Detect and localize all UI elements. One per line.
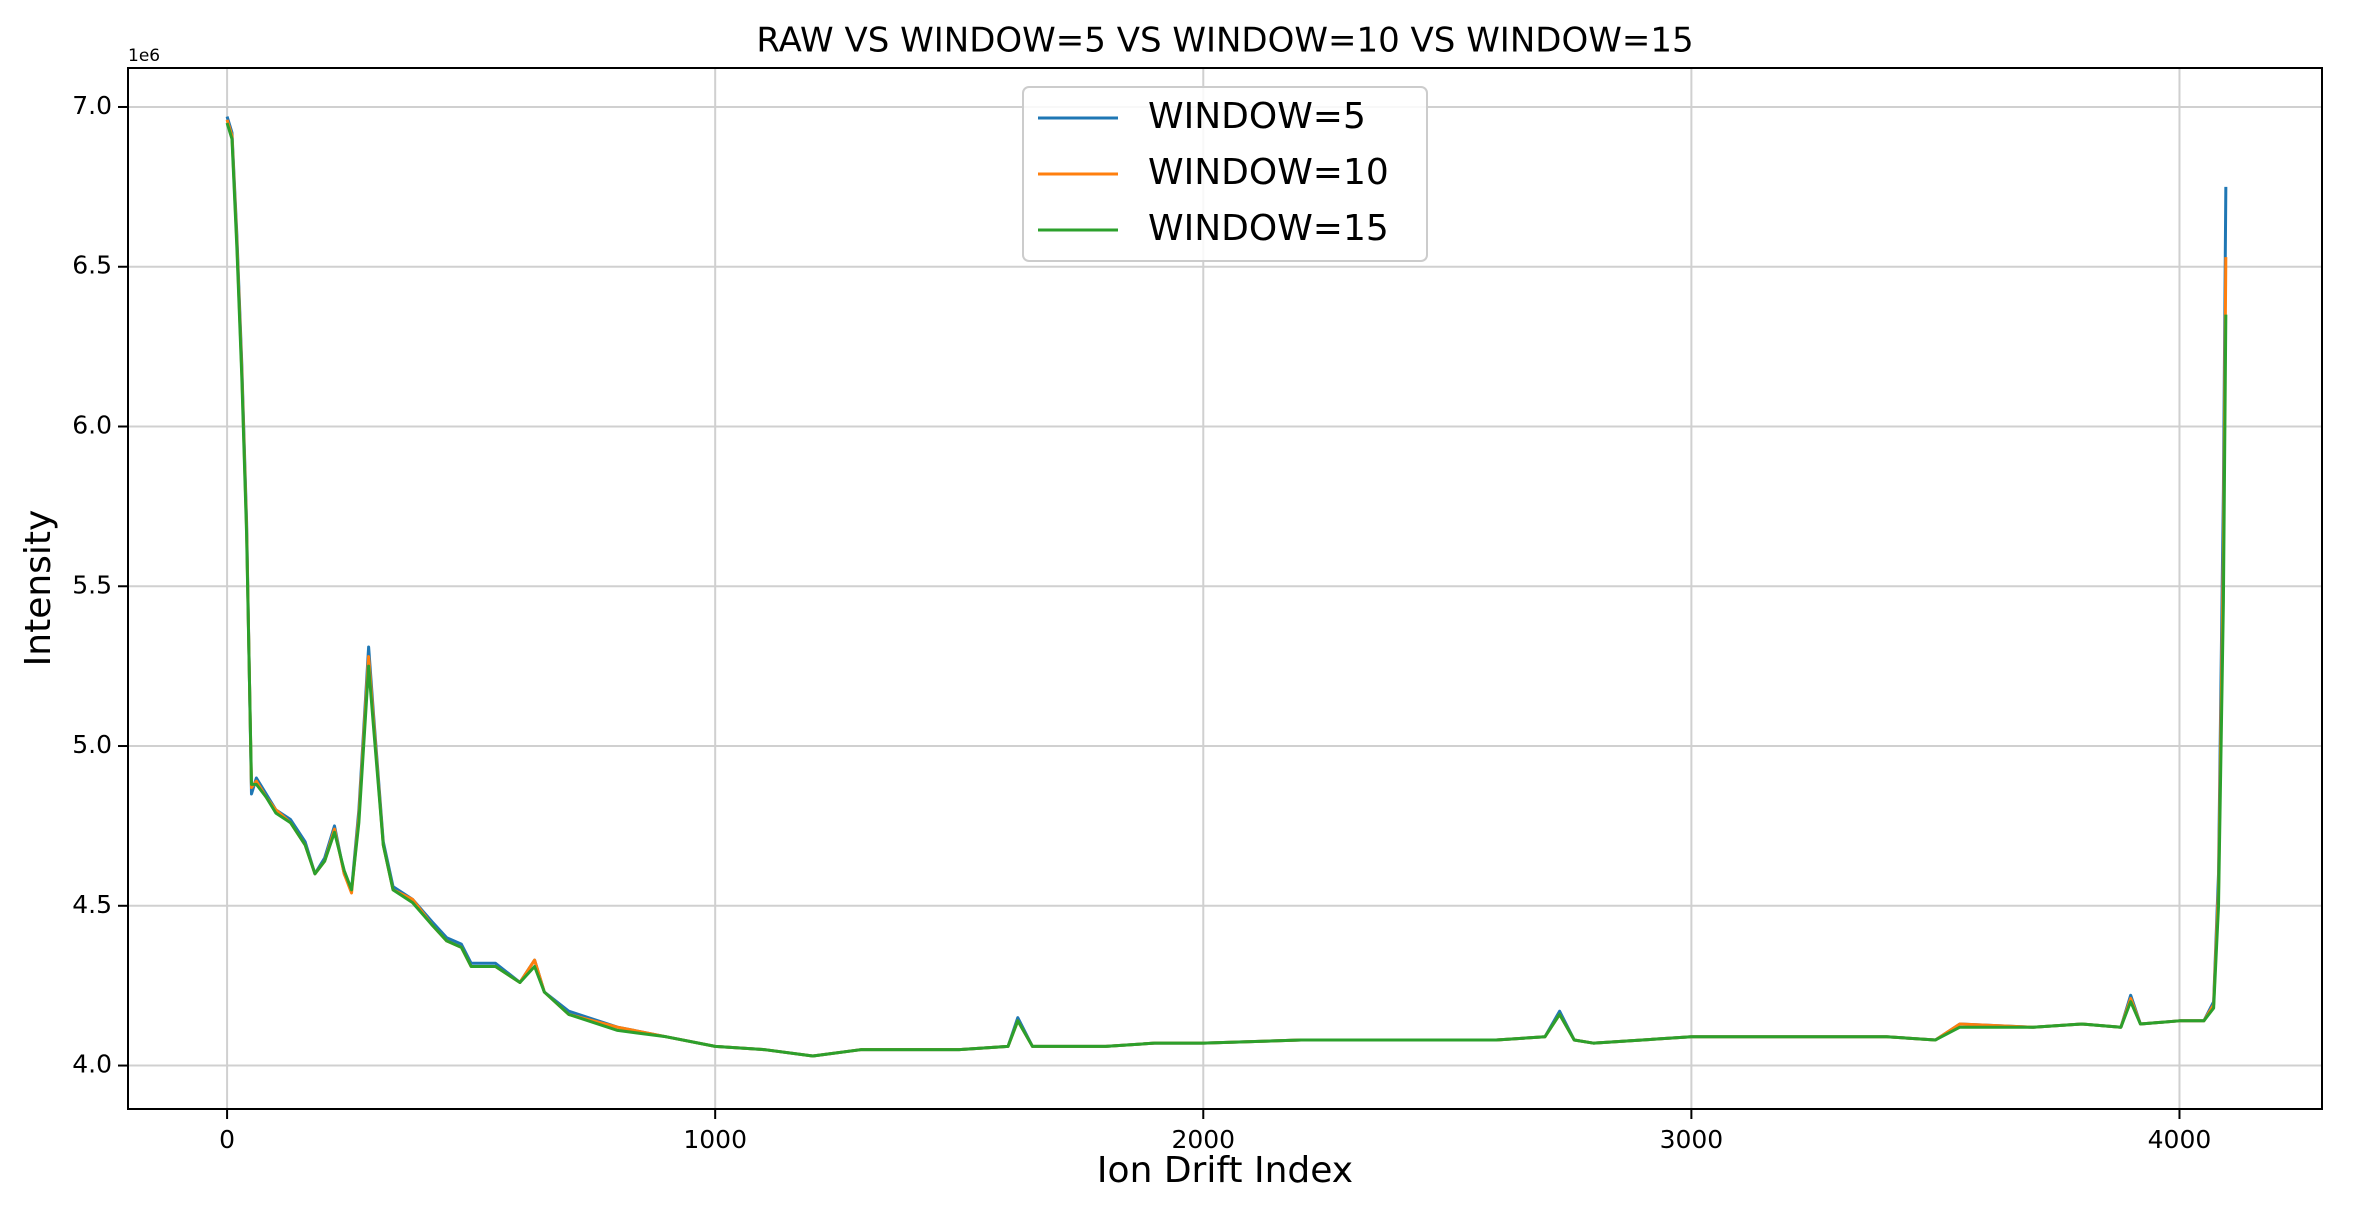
y-tick-label: 7.0 — [72, 91, 112, 120]
x-tick-label: 4000 — [2148, 1125, 2212, 1154]
y-tick-label: 4.0 — [72, 1050, 112, 1079]
chart-title: RAW VS WINDOW=5 VS WINDOW=10 VS WINDOW=1… — [756, 21, 1693, 61]
legend-label: WINDOW=10 — [1148, 152, 1389, 193]
y-tick-label: 6.0 — [72, 411, 112, 440]
x-tick-label: 2000 — [1171, 1125, 1235, 1154]
x-tick-label: 3000 — [1660, 1125, 1724, 1154]
y-multiplier: 1e6 — [128, 46, 160, 66]
y-tick-label: 6.5 — [72, 251, 112, 280]
legend-label: WINDOW=5 — [1148, 96, 1366, 137]
plot-frame — [127, 67, 2323, 1110]
legend-box — [1022, 86, 1428, 262]
x-tick-label: 0 — [219, 1125, 235, 1154]
legend-label: WINDOW=15 — [1148, 208, 1389, 249]
y-tick-label: 4.5 — [72, 890, 112, 919]
x-axis-label: Ion Drift Index — [1097, 1150, 1353, 1191]
y-tick-label: 5.5 — [72, 570, 112, 599]
x-tick-label: 1000 — [683, 1125, 747, 1154]
y-tick-label: 5.0 — [72, 730, 112, 759]
series-line — [225, 122, 2228, 1058]
y-axis-label: Intensity — [18, 510, 59, 667]
